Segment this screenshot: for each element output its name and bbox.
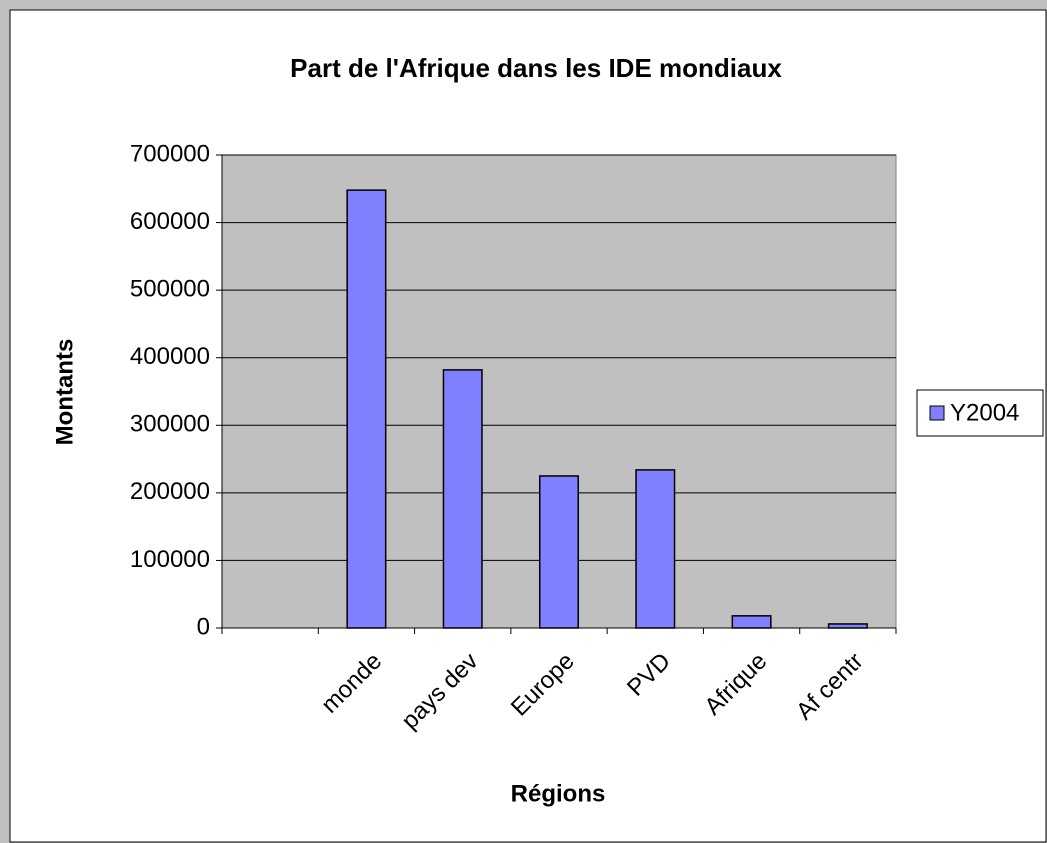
y-tick-label: 0 (197, 613, 210, 640)
bar (346, 189, 387, 629)
y-tick-label: 400000 (130, 343, 210, 370)
bar (538, 475, 580, 629)
y-tick-label: 700000 (130, 140, 210, 167)
y-tick-label: 200000 (130, 478, 210, 505)
bar (635, 469, 676, 629)
x-axis-label: Régions (511, 780, 606, 807)
y-tick-label: 500000 (130, 275, 210, 302)
y-tick-label: 600000 (130, 208, 210, 235)
chart-title: Part de l'Afrique dans les IDE mondiaux (290, 53, 782, 83)
y-tick-label: 300000 (130, 411, 210, 438)
y-tick-label: 100000 (130, 546, 210, 573)
legend-swatch (929, 405, 945, 421)
bar (731, 615, 772, 629)
bar (442, 369, 483, 629)
legend-label: Y2004 (950, 399, 1019, 426)
bar (827, 623, 868, 629)
y-axis-label: Montants (51, 339, 78, 446)
